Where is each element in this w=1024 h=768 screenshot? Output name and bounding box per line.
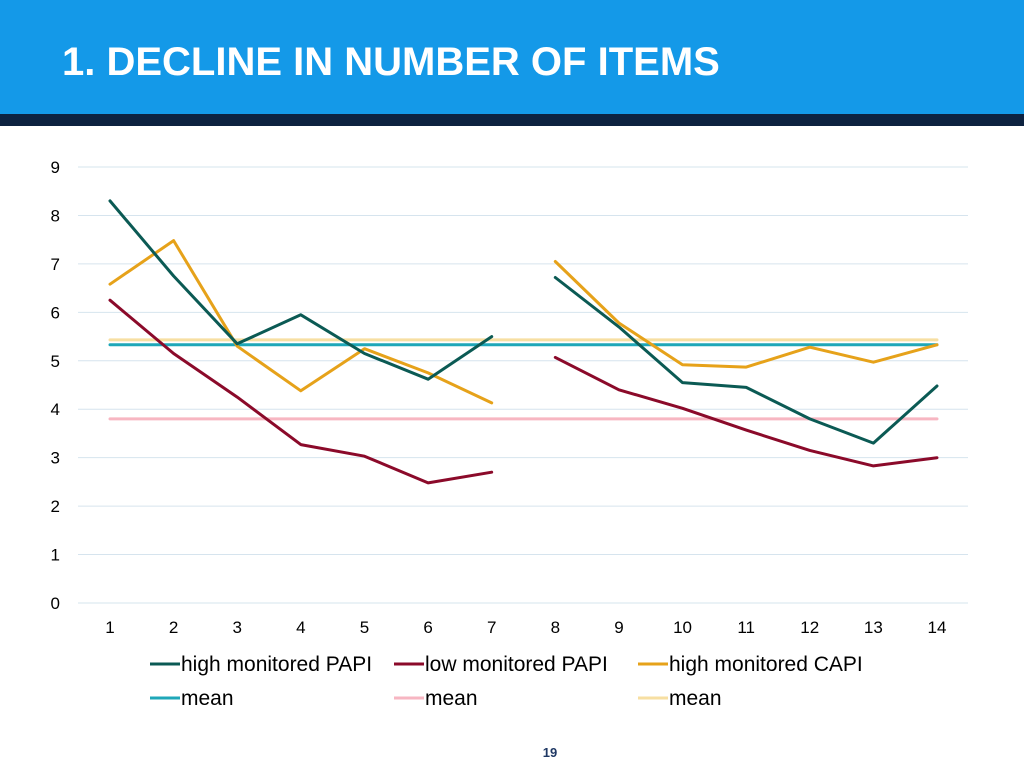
x-tick-label: 11 xyxy=(737,618,755,637)
x-tick-label: 2 xyxy=(169,618,178,637)
legend-label: low monitored PAPI xyxy=(425,653,608,676)
legend-label: high monitored PAPI xyxy=(181,653,372,676)
series-line-1-segment-0 xyxy=(108,298,494,485)
series-lines xyxy=(108,199,939,485)
x-tick-label: 8 xyxy=(551,618,560,637)
x-tick-label: 3 xyxy=(232,618,241,637)
series-line-0-segment-0 xyxy=(108,199,494,381)
grid-lines xyxy=(78,166,968,604)
x-tick-label: 5 xyxy=(360,618,369,637)
legend-label: mean xyxy=(181,687,234,710)
y-tick-label: 2 xyxy=(51,497,60,516)
legend: high monitored PAPI low monitored PAPI hig… xyxy=(150,653,863,710)
y-tick-label: 7 xyxy=(51,255,60,274)
y-tick-label: 4 xyxy=(51,400,60,419)
x-tick-label: 10 xyxy=(673,618,692,637)
header-bar xyxy=(0,0,1024,114)
x-axis-ticks: 1 2 3 4 5 6 7 8 9 10 11 12 13 14 xyxy=(105,618,946,637)
series-line-2-segment-1 xyxy=(553,260,939,369)
y-tick-label: 0 xyxy=(51,594,60,613)
y-tick-label: 9 xyxy=(51,158,60,177)
series-line-1-segment-1 xyxy=(553,355,939,468)
y-tick-label: 5 xyxy=(51,352,60,371)
header-rule xyxy=(0,114,1024,126)
x-tick-label: 9 xyxy=(614,618,623,637)
y-tick-label: 6 xyxy=(51,303,60,322)
series-line-2-segment-0 xyxy=(108,239,494,405)
x-tick-label: 12 xyxy=(800,618,819,637)
x-tick-label: 7 xyxy=(487,618,496,637)
x-tick-label: 4 xyxy=(296,618,305,637)
legend-label: mean xyxy=(425,687,478,710)
y-tick-label: 1 xyxy=(51,546,60,565)
y-tick-label: 8 xyxy=(51,206,60,225)
legend-label: high monitored CAPI xyxy=(669,653,863,676)
x-tick-label: 13 xyxy=(864,618,883,637)
x-tick-label: 1 xyxy=(105,618,114,637)
x-tick-label: 14 xyxy=(928,618,947,637)
x-tick-label: 6 xyxy=(423,618,432,637)
series-line-0-segment-1 xyxy=(553,276,939,445)
y-tick-label: 3 xyxy=(51,449,60,468)
legend-label: mean xyxy=(669,687,722,710)
slide-title: 1. DECLINE IN NUMBER OF ITEMS xyxy=(62,40,720,84)
y-axis-ticks: 0 1 2 3 4 5 6 7 8 9 xyxy=(51,158,60,613)
page-number: 19 xyxy=(542,745,558,760)
